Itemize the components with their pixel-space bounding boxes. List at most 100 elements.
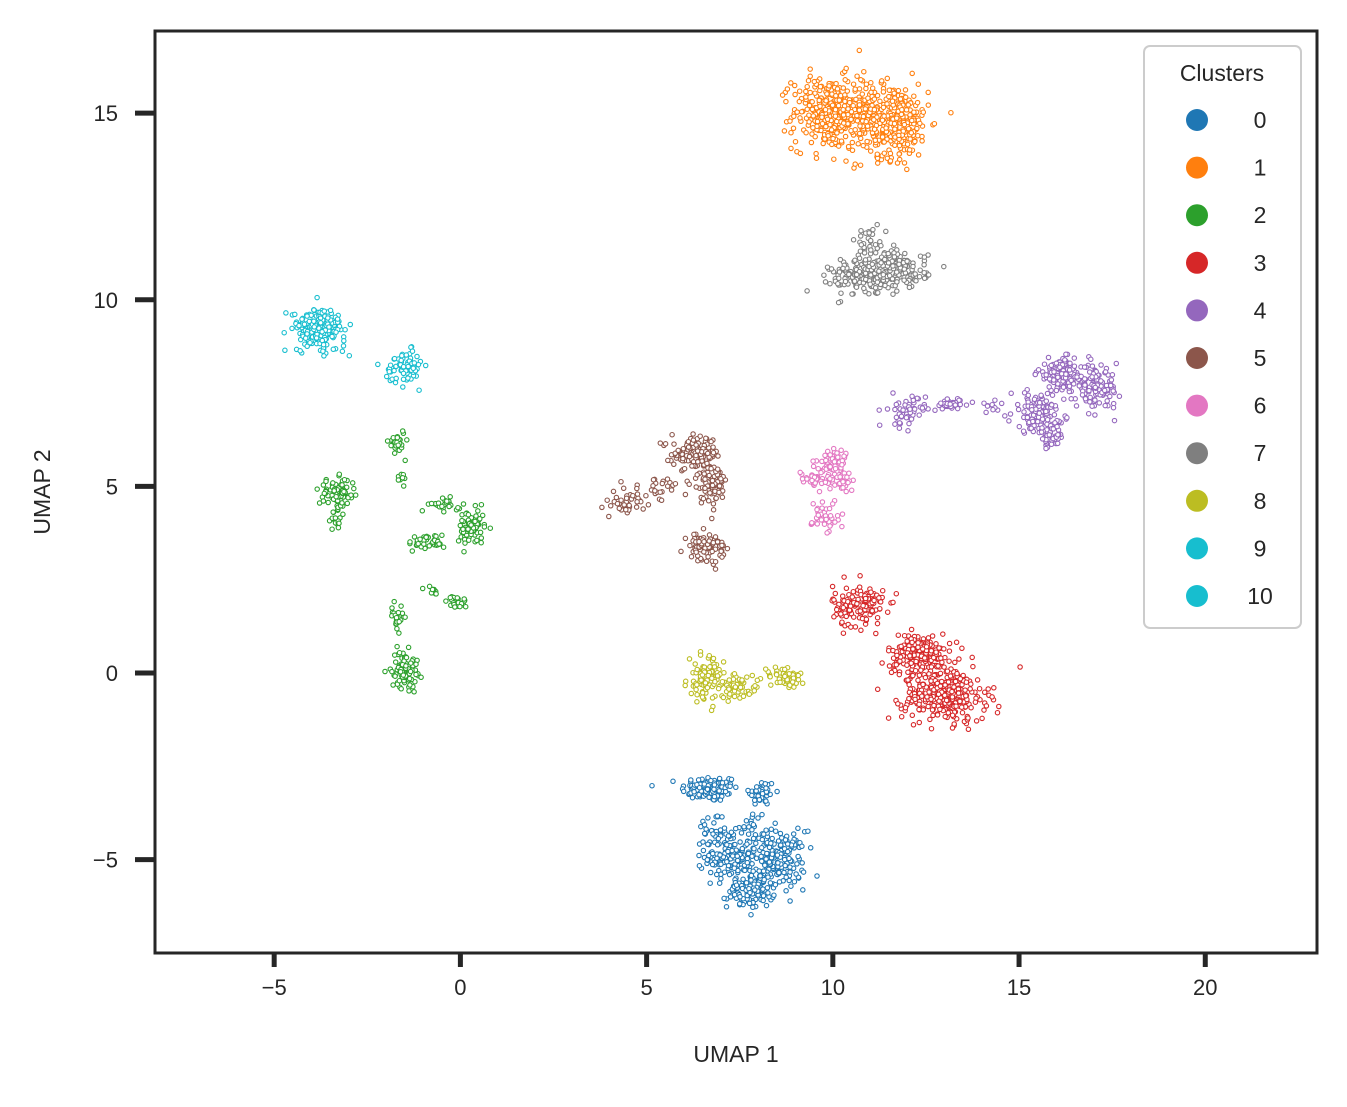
data-point: [839, 462, 845, 468]
data-point: [721, 895, 727, 902]
legend-label: 10: [1247, 583, 1273, 609]
data-point: [707, 869, 714, 876]
data-point: [455, 504, 461, 511]
data-point: [693, 442, 699, 448]
data-point: [857, 573, 863, 579]
data-point: [827, 485, 833, 492]
data-point: [817, 103, 823, 110]
data-point: [901, 277, 907, 283]
data-point: [831, 614, 837, 620]
data-point: [812, 133, 818, 140]
data-point: [409, 348, 416, 354]
data-point: [811, 78, 818, 85]
data-point: [1043, 445, 1049, 452]
data-point: [833, 118, 840, 125]
data-point: [827, 513, 834, 519]
data-point: [346, 352, 353, 359]
data-point: [886, 663, 893, 669]
data-point: [478, 539, 484, 546]
data-point: [814, 521, 821, 527]
data-point: [926, 671, 932, 677]
data-point: [784, 86, 791, 92]
data-point: [399, 352, 405, 359]
data-point: [707, 490, 713, 496]
data-point: [720, 694, 727, 701]
data-point: [713, 495, 719, 501]
data-point: [1053, 387, 1060, 394]
data-point: [912, 138, 918, 145]
data-point: [885, 250, 891, 257]
data-point: [835, 299, 842, 306]
data-point: [918, 667, 924, 673]
data-point: [783, 874, 789, 881]
data-point: [436, 541, 442, 547]
data-point: [887, 150, 894, 157]
data-point: [410, 365, 417, 372]
data-point: [940, 631, 946, 637]
data-point: [708, 465, 714, 472]
data-point: [944, 668, 951, 674]
data-point: [834, 86, 841, 92]
data-point: [731, 891, 738, 898]
data-point: [848, 624, 854, 630]
data-point: [834, 450, 840, 456]
data-point: [892, 421, 898, 427]
data-point: [949, 725, 956, 731]
data-point: [414, 353, 420, 360]
data-point: [1110, 388, 1116, 394]
data-point: [857, 123, 863, 129]
data-point: [701, 830, 708, 837]
data-point: [459, 517, 465, 524]
data-point: [948, 109, 954, 116]
data-point: [283, 310, 289, 316]
x-tick-label: −5: [262, 975, 287, 1000]
legend-marker: [1186, 442, 1208, 465]
data-point: [405, 644, 412, 651]
data-point: [460, 526, 466, 533]
data-point: [1092, 397, 1098, 403]
data-point: [634, 485, 640, 492]
data-point: [829, 102, 836, 109]
data-point: [835, 454, 841, 461]
data-point: [854, 601, 860, 607]
data-point: [423, 534, 429, 541]
data-point: [1017, 664, 1023, 670]
data-point: [348, 492, 354, 498]
data-point: [920, 109, 927, 115]
data-point: [1073, 403, 1080, 409]
data-point: [712, 534, 719, 540]
data-point: [807, 845, 814, 851]
data-point: [838, 447, 844, 454]
data-point: [710, 507, 717, 513]
data-point: [444, 498, 450, 504]
data-point: [391, 598, 397, 605]
data-point: [925, 703, 931, 710]
data-point: [850, 81, 857, 87]
data-point: [649, 782, 655, 789]
data-point: [693, 452, 699, 459]
data-point: [375, 361, 381, 368]
data-point: [411, 534, 418, 540]
data-point: [749, 827, 755, 833]
data-point: [969, 399, 976, 406]
data-point: [395, 609, 402, 616]
data-point: [856, 107, 863, 113]
data-point: [827, 464, 833, 470]
data-point: [745, 850, 752, 857]
data-point: [789, 679, 796, 685]
data-point: [772, 820, 778, 827]
data-point: [767, 674, 773, 680]
data-point: [822, 479, 829, 486]
data-point: [335, 524, 342, 531]
data-point: [472, 502, 479, 509]
data-point: [925, 272, 932, 278]
data-point: [824, 116, 831, 123]
data-point: [876, 268, 882, 274]
data-point: [1076, 383, 1083, 389]
data-point: [392, 673, 398, 679]
data-point: [854, 118, 861, 124]
data-point: [323, 478, 329, 485]
data-point: [1057, 364, 1063, 371]
data-point: [777, 842, 784, 848]
data-point: [697, 652, 704, 658]
